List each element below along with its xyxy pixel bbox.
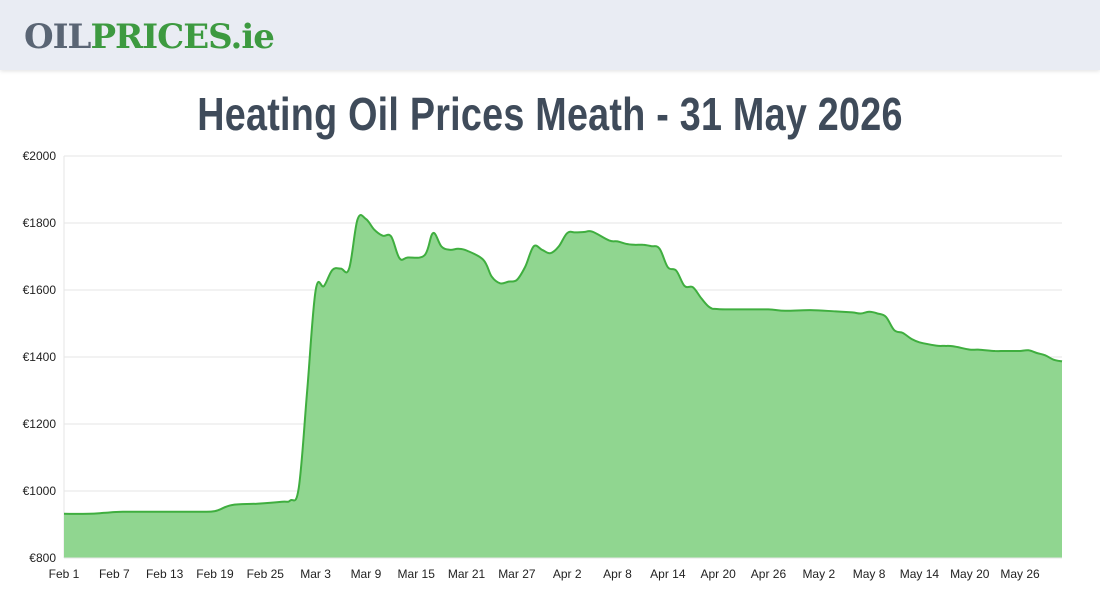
price-area-fill (64, 215, 1062, 558)
x-tick-label: Apr 2 (553, 567, 582, 581)
price-area-series (63, 214, 1063, 559)
y-tick-label: €1600 (23, 283, 57, 297)
x-tick-label: Apr 8 (603, 567, 632, 581)
y-tick-label: €1800 (23, 216, 57, 230)
x-tick-label: Mar 15 (398, 567, 436, 581)
site-header: OILPRICES.ie (0, 0, 1100, 70)
y-tick-label: €2000 (23, 149, 57, 163)
y-tick-label: €800 (29, 551, 56, 565)
x-tick-label: Feb 19 (196, 567, 234, 581)
x-tick-label: Feb 1 (49, 567, 80, 581)
x-tick-label: May 2 (802, 567, 835, 581)
logo-oil-text: OIL (24, 17, 91, 57)
price-line (63, 214, 1063, 515)
x-tick-label: Mar 3 (300, 567, 331, 581)
x-tick-label: May 14 (900, 567, 940, 581)
x-tick-label: Apr 20 (700, 567, 736, 581)
y-axis-ticks: €800 €1000 €1200 €1400 €1600 €1800 €2000 (23, 149, 57, 565)
x-tick-label: Feb 7 (99, 567, 130, 581)
logo-prices-text: PRICES (90, 17, 231, 57)
logo-tld-text: .ie (230, 17, 274, 57)
y-tick-label: €1000 (23, 484, 57, 498)
x-tick-label: Apr 26 (751, 567, 787, 581)
x-tick-label: Mar 27 (498, 567, 536, 581)
x-tick-label: Apr 14 (650, 567, 686, 581)
y-tick-label: €1400 (23, 350, 57, 364)
x-tick-label: Feb 25 (247, 567, 285, 581)
x-tick-label: Feb 13 (146, 567, 184, 581)
x-tick-label: Mar 9 (351, 567, 382, 581)
x-axis-ticks: Feb 1 Feb 7 Feb 13 Feb 19 Feb 25 Mar 3 Mar 9 Ma… (49, 567, 1040, 581)
page-title: Heating Oil Prices Meath - 31 May 2026 (197, 88, 903, 140)
x-tick-label: May 20 (950, 567, 990, 581)
site-logo[interactable]: OILPRICES.ie (24, 14, 275, 60)
x-tick-label: May 8 (853, 567, 886, 581)
y-tick-label: €1200 (23, 417, 57, 431)
x-tick-label: May 26 (1000, 567, 1040, 581)
x-tick-label: Mar 21 (448, 567, 486, 581)
